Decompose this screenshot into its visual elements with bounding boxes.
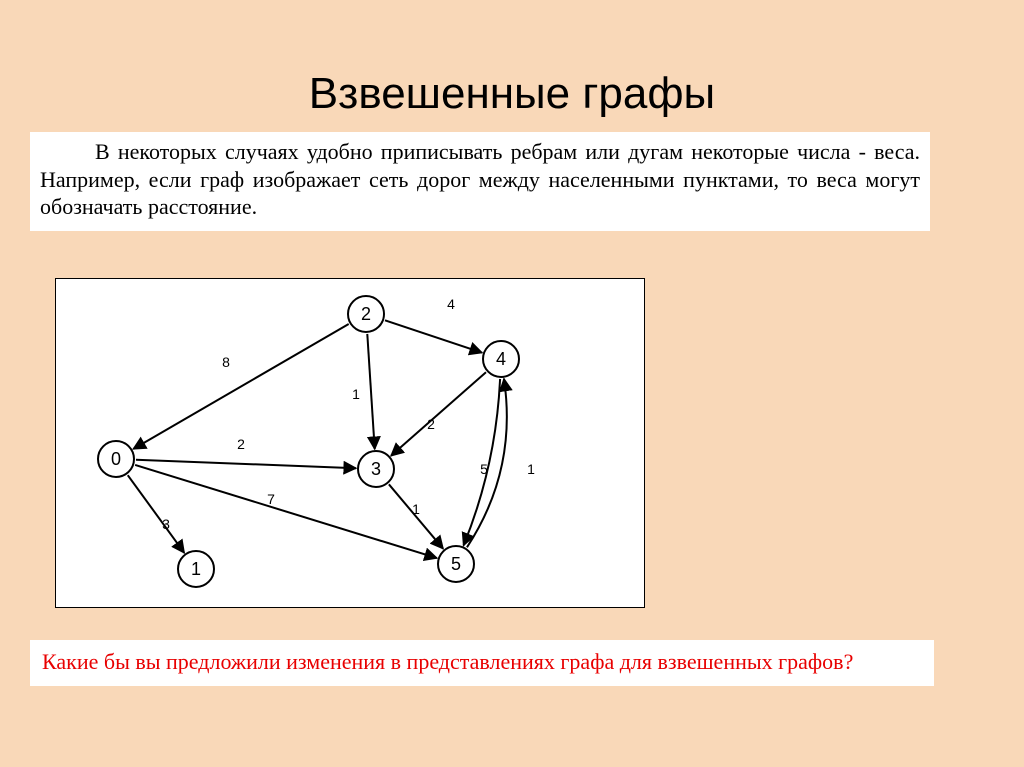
intro-text: В некоторых случаях удобно приписывать р… [40,139,920,219]
graph-node-label: 3 [371,459,381,479]
graph-panel: 8 2 3 7 1 4 2 1 5 1 0 1 2 3 4 5 [55,278,645,608]
graph-edge [128,475,184,553]
graph-node-label: 2 [361,304,371,324]
graph-node-label: 5 [451,554,461,574]
graph-edge [385,320,482,352]
edge-weight: 5 [480,461,488,477]
graph-edge [136,460,356,468]
graph-edge [367,334,374,449]
graph-edge [391,372,486,456]
slide-root: Взвешенные графы В некоторых случаях удо… [0,0,1024,767]
question-paragraph: Какие бы вы предложили изменения в предс… [30,640,934,686]
intro-paragraph: В некоторых случаях удобно приписывать р… [30,132,930,231]
graph-node-label: 1 [191,559,201,579]
edge-weight: 8 [222,354,230,370]
edge-weight: 2 [237,436,245,452]
edge-weight: 1 [352,386,360,402]
slide-title: Взвешенные графы [0,69,1024,119]
graph-node-label: 0 [111,449,121,469]
edge-weight: 4 [447,296,455,312]
edge-weight: 1 [412,501,420,517]
question-text: Какие бы вы предложили изменения в предс… [42,648,922,676]
edge-weight: 1 [527,461,535,477]
edge-weight: 7 [267,491,275,507]
graph-edge [133,324,348,449]
edge-weight: 2 [427,416,435,432]
graph-node-label: 4 [496,349,506,369]
edge-weight: 3 [162,516,170,532]
weighted-graph: 8 2 3 7 1 4 2 1 5 1 0 1 2 3 4 5 [56,279,644,607]
